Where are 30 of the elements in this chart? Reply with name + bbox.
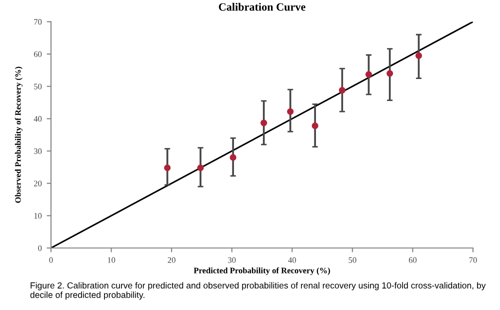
x-tick-label: 40 xyxy=(288,257,296,263)
x-tick-label: 10 xyxy=(108,257,116,263)
x-axis-title: Predicted Probability of Recovery (%) xyxy=(194,267,330,276)
point xyxy=(338,86,346,94)
point xyxy=(287,108,294,115)
y-tick-label: 60 xyxy=(34,51,42,57)
point xyxy=(365,71,372,78)
y-tick-label: 0 xyxy=(38,245,42,251)
y-tick-label: 10 xyxy=(34,213,42,219)
chart-title: Calibration Curve xyxy=(218,2,306,11)
point xyxy=(415,52,422,59)
point xyxy=(164,164,171,172)
caption: Figure 2. Calibration curve for predicted and observed probabilities of renal recovery using 10-fold cross-validation, by decile of predicted probability. xyxy=(30,282,486,300)
x-tick-label: 60 xyxy=(408,257,417,263)
point xyxy=(230,154,236,161)
point xyxy=(260,120,268,126)
y-tick-label: 40 xyxy=(34,116,42,122)
point xyxy=(386,70,394,77)
y-tick-label: 20 xyxy=(34,180,42,186)
point xyxy=(312,122,318,130)
y-tick-label: 70 xyxy=(34,19,42,25)
point xyxy=(197,164,204,172)
x-tick-label: 30 xyxy=(228,257,236,263)
x-tick-label: 70 xyxy=(469,257,477,263)
y-axis-title: Observed Probability of Recovery (%) xyxy=(14,66,23,203)
y-tick-label: 30 xyxy=(34,148,42,154)
y-tick-label: 50 xyxy=(34,84,42,90)
x-tick-label: 20 xyxy=(168,257,176,263)
x-tick-label: 0 xyxy=(49,257,53,263)
x-tick-label: 50 xyxy=(348,257,356,263)
